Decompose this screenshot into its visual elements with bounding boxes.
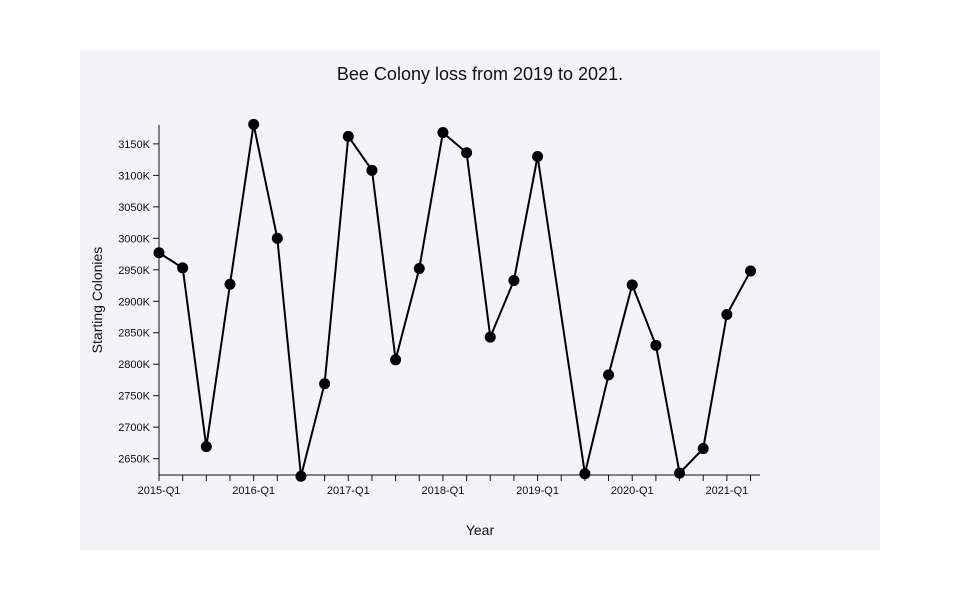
data-point	[532, 150, 544, 162]
line-chart: Bee Colony loss from 2019 to 2021. 2650K…	[89, 64, 760, 538]
x-tick-label: 2018-Q1	[422, 485, 465, 497]
data-point	[271, 232, 283, 244]
data-point	[697, 443, 709, 455]
data-point	[248, 118, 260, 130]
data-point	[413, 263, 425, 275]
y-tick-label: 2850K	[118, 328, 150, 340]
x-tick-label: 2015-Q1	[138, 485, 181, 497]
x-tick-label: 2017-Q1	[327, 485, 370, 497]
data-point	[153, 247, 165, 259]
data-point	[295, 470, 307, 482]
y-axis: 2650K 2700K 2750K 2800K 2850K 2900K 2950K 3000K…	[118, 125, 160, 475]
data-point	[674, 467, 686, 479]
y-tick-label: 3100K	[118, 170, 150, 182]
y-tick-label: 3000K	[118, 233, 150, 245]
y-tick-label: 3150K	[118, 139, 150, 151]
data-point	[484, 331, 496, 343]
x-tick-label: 2016-Q1	[232, 485, 275, 497]
data-point	[603, 369, 615, 381]
y-tick-label: 2750K	[118, 391, 150, 403]
y-axis-label: Starting Colonies	[89, 247, 105, 354]
data-point	[508, 274, 520, 286]
data-point	[390, 354, 402, 366]
data-point	[177, 262, 189, 274]
data-point	[745, 265, 757, 277]
x-axis-label: Year	[466, 522, 495, 538]
chart-panel: Bee Colony loss from 2019 to 2021. 2650K…	[80, 50, 880, 550]
data-point	[461, 147, 473, 159]
y-tick-label: 2800K	[118, 359, 150, 371]
series-line	[158, 124, 752, 477]
plot-area	[153, 118, 757, 482]
x-tick-label: 2020-Q1	[611, 485, 654, 497]
data-point	[650, 339, 662, 351]
x-tick-label: 2021-Q1	[705, 485, 748, 497]
data-point	[342, 130, 354, 142]
y-tick-label: 2900K	[118, 296, 150, 308]
data-point	[366, 164, 378, 176]
y-tick-label: 2650K	[118, 454, 150, 466]
data-point	[200, 441, 212, 453]
x-tick-label: 2019-Q1	[516, 485, 559, 497]
data-point	[579, 468, 591, 480]
data-point	[721, 308, 733, 320]
data-point	[319, 378, 331, 390]
x-axis: 2015-Q1 2016-Q1 2017-Q1 2018-Q1 2019-Q1 2020-…	[138, 474, 760, 497]
y-tick-label: 3050K	[118, 202, 150, 214]
y-tick-label: 2700K	[118, 422, 150, 434]
chart-title: Bee Colony loss from 2019 to 2021.	[337, 64, 623, 84]
y-tick-label: 2950K	[118, 265, 150, 277]
data-point	[224, 278, 236, 290]
data-point	[437, 127, 449, 139]
data-point	[626, 279, 638, 291]
